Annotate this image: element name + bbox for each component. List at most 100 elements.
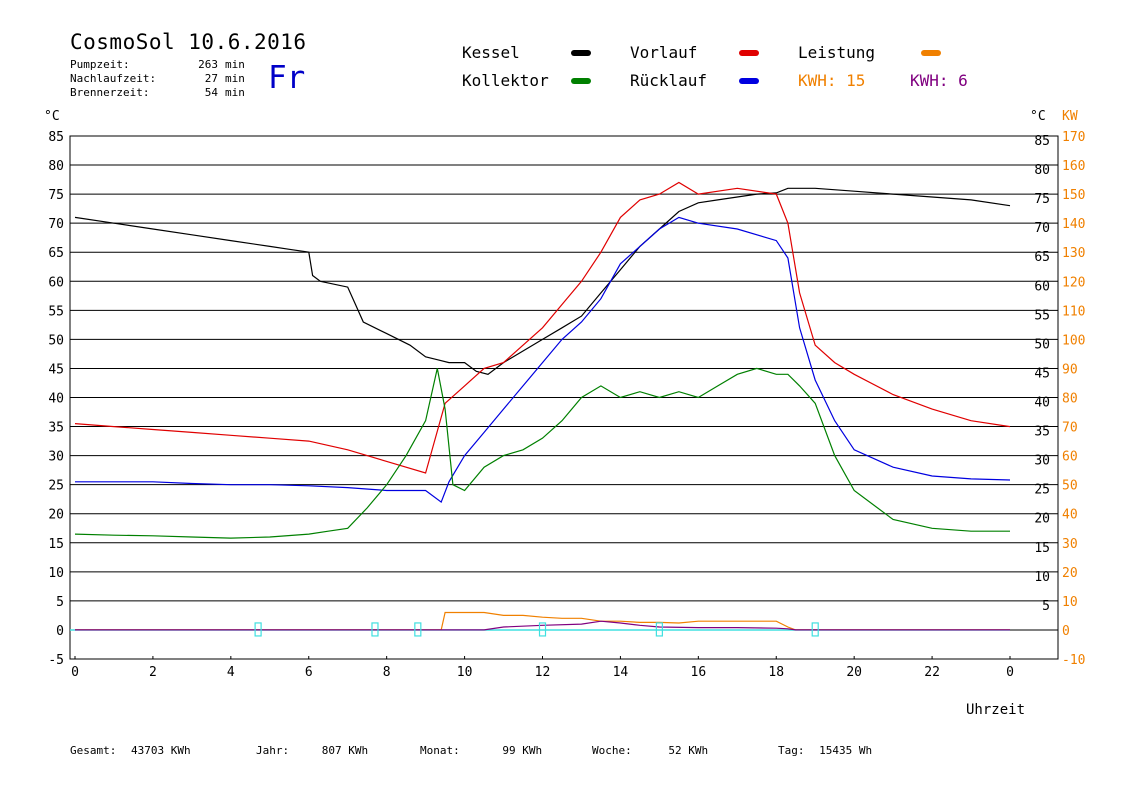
y-tick-label-left: 65 — [48, 246, 64, 261]
total-label: Gesamt: — [70, 744, 117, 757]
y-tick-label-left: 10 — [48, 566, 64, 581]
y2-tick-label: 140 — [1062, 217, 1085, 232]
y2-tick-label: 50 — [1062, 479, 1078, 494]
y2-tick-label: 170 — [1062, 130, 1085, 145]
y2-tick-label: 80 — [1062, 392, 1078, 407]
chart-title: CosmoSol 10.6.2016 — [70, 30, 307, 54]
x-tick-label: 6 — [305, 665, 313, 680]
y-tick-label-left: 60 — [48, 275, 64, 290]
y-tick-label-right: 75 — [1034, 192, 1050, 207]
y2-tick-label: 20 — [1062, 566, 1078, 581]
y-tick-label-left: 0 — [56, 624, 64, 639]
info-value: 263 — [198, 58, 218, 71]
y-tick-label-left: 75 — [48, 188, 64, 203]
weekday-label: Fr — [268, 60, 306, 96]
x-tick-label: 4 — [227, 665, 235, 680]
total-value: 43703 KWh — [130, 744, 191, 757]
legend-kwh-secondary: KWH: 6 — [910, 71, 968, 90]
pump-marker — [414, 622, 422, 637]
series-line-leistung — [75, 611, 1010, 631]
x-tick-label: 10 — [457, 665, 473, 680]
x-axis-label: Uhrzeit — [966, 702, 1026, 718]
x-tick-label: 14 — [613, 665, 629, 680]
x-tick-label: 0 — [71, 665, 79, 680]
y-tick-label-left: 80 — [48, 159, 64, 174]
chart-grid — [69, 135, 1059, 660]
kwh-label: KWH: — [798, 71, 837, 90]
x-tick-label: 12 — [535, 665, 551, 680]
y-tick-label-left: 55 — [48, 304, 64, 319]
total-value: 99 KWh — [502, 744, 543, 757]
y-tick-label-right: 15 — [1034, 541, 1050, 556]
y-tick-label-left: 40 — [48, 392, 64, 407]
y-tick-label-left: 50 — [48, 333, 64, 348]
y2-tick-label: 120 — [1062, 275, 1085, 290]
y-tick-label-right: 25 — [1034, 483, 1050, 498]
y2-tick-label: 0 — [1062, 624, 1070, 639]
y-tick-label-left: 30 — [48, 450, 64, 465]
y-tick-label-left: 15 — [48, 537, 64, 552]
kwh-value: 6 — [958, 71, 968, 90]
y2-tick-label: 70 — [1062, 421, 1078, 436]
legend-kessel-label: Kessel — [462, 43, 520, 62]
nachlaufzeit-info: Nachlaufzeit: 27 min — [70, 72, 245, 85]
chart-axes: 8580757065605550454035302520151050-58580… — [44, 109, 1085, 680]
legend-ruecklauf-label: Rücklauf — [630, 71, 708, 90]
y-tick-label-right: 85 — [1034, 134, 1050, 149]
y2-tick-label: 110 — [1062, 304, 1085, 319]
info-value: 27 — [204, 72, 218, 85]
y-tick-label-right: 40 — [1034, 396, 1050, 411]
y-tick-label-left: -5 — [48, 653, 64, 668]
y2-tick-label: 60 — [1062, 450, 1078, 465]
y2-tick-label: 100 — [1062, 333, 1085, 348]
series-line-kollektor — [74, 367, 1010, 539]
y-tick-label-right: 60 — [1034, 279, 1050, 294]
y2-tick-label: 160 — [1062, 159, 1085, 174]
legend-kessel-swatch — [571, 50, 591, 56]
x-tick-label: 20 — [846, 665, 862, 680]
kwh-value: 15 — [846, 71, 866, 90]
total-label: Tag: — [778, 744, 805, 757]
series-line-r-cklauf — [75, 216, 1011, 504]
y-tick-label-right: 20 — [1034, 512, 1050, 527]
y-tick-label-right: 55 — [1034, 308, 1050, 323]
y-axis-unit-left: °C — [44, 109, 60, 124]
y-tick-label-right: 70 — [1034, 221, 1050, 236]
legend-leistung-swatch — [921, 50, 941, 56]
y2-tick-label: 40 — [1062, 508, 1078, 523]
info-unit: min — [225, 58, 245, 71]
info-unit: min — [225, 72, 245, 85]
chart-series — [74, 181, 1011, 631]
y-tick-label-left: 25 — [48, 479, 64, 494]
info-unit: min — [225, 86, 245, 99]
pumpzeit-info: Pumpzeit: 263 min — [70, 58, 245, 71]
total-label: Jahr: — [256, 744, 290, 757]
y-tick-label-right: 45 — [1034, 366, 1050, 381]
legend-kollektor-label: Kollektor — [462, 71, 549, 90]
total-label: Woche: — [592, 744, 632, 757]
pump-marker — [538, 622, 547, 637]
legend-vorlauf-label: Vorlauf — [630, 43, 698, 62]
pump-markers — [254, 622, 819, 637]
brennerzeit-info: Brennerzeit: 54 min — [70, 86, 245, 99]
y2-tick-label: -10 — [1062, 653, 1085, 668]
total-woche: Woche: 52 KWh — [592, 744, 708, 757]
y2-tick-label: 90 — [1062, 362, 1078, 377]
x-tick-label: 22 — [924, 665, 940, 680]
y2-tick-label: 10 — [1062, 595, 1078, 610]
total-value: 807 KWh — [321, 744, 369, 757]
x-tick-label: 18 — [768, 665, 784, 680]
y-tick-label-left: 35 — [48, 421, 64, 436]
y-tick-label-right: 30 — [1034, 454, 1050, 469]
y-tick-label-right: 5 — [1042, 599, 1050, 614]
x-tick-label: 16 — [691, 665, 707, 680]
y2-tick-label: 30 — [1062, 537, 1078, 552]
y2-axis-unit: KW — [1062, 109, 1078, 124]
y-tick-label-left: 45 — [48, 362, 64, 377]
x-tick-label: 8 — [383, 665, 391, 680]
info-label: Brennerzeit: — [70, 86, 150, 99]
y-tick-label-right: 65 — [1034, 250, 1050, 265]
total-monat: Monat: 99 KWh — [420, 744, 542, 757]
x-tick-label: 2 — [149, 665, 157, 680]
total-label: Monat: — [420, 744, 460, 757]
